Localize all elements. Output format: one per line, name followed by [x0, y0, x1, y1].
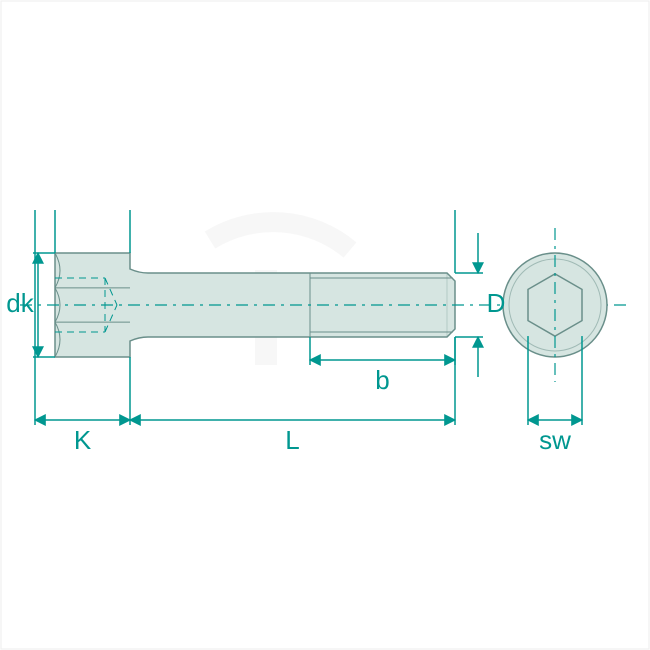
label-D: D	[487, 288, 506, 318]
label-L: L	[285, 425, 299, 455]
label-sw: sw	[539, 425, 571, 455]
label-dk: dk	[6, 288, 34, 318]
label-K: K	[74, 425, 92, 455]
label-b: b	[375, 365, 389, 395]
technical-drawing: dk D K Lb sw	[0, 0, 650, 650]
